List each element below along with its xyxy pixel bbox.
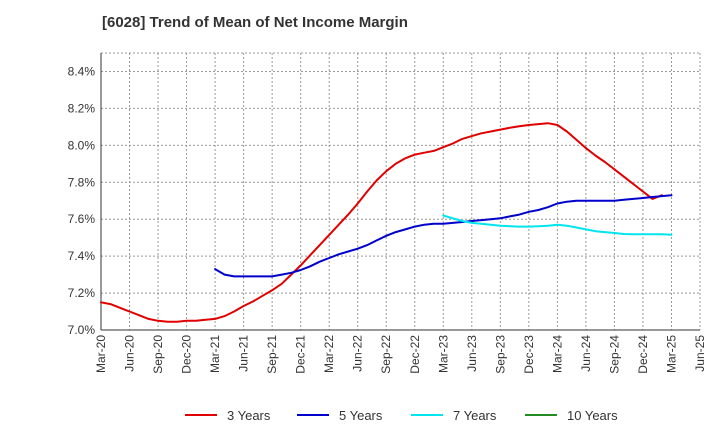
x-tick-label: Sep-22 — [379, 335, 393, 374]
y-tick-label: 7.2% — [68, 286, 96, 300]
y-tick-label: 8.0% — [68, 138, 96, 152]
legend: 3 Years 5 Years 7 Years 10 Years — [0, 404, 720, 426]
legend-label: 5 Years — [339, 407, 383, 423]
x-tick-label: Mar-21 — [208, 335, 222, 373]
legend-label: 10 Years — [567, 407, 618, 423]
x-tick-label: Mar-22 — [322, 335, 336, 373]
plot-area — [101, 53, 700, 330]
x-tick-label: Jun-25 — [693, 335, 707, 372]
legend-swatch — [185, 414, 217, 416]
x-tick-label: Jun-22 — [351, 335, 365, 372]
y-tick-label: 8.4% — [68, 64, 96, 78]
chart-title: [6028] Trend of Mean of Net Income Margi… — [102, 14, 408, 31]
legend-swatch — [411, 414, 443, 416]
series-line-3-years — [100, 122, 663, 323]
y-tick-label: 7.8% — [68, 175, 96, 189]
x-tick-label: Jun-23 — [465, 335, 479, 372]
series-line-7-years — [442, 214, 673, 236]
line-chart: 7.0% 7.2% 7.4% 7.6% 7.8% 8.0% 8.2% 8.4% Mar-20 Ju… — [68, 52, 707, 374]
legend-item: 5 Years — [297, 404, 382, 426]
legend-item: 7 Years — [411, 404, 496, 426]
y-tick-label: 7.6% — [68, 212, 96, 226]
x-tick-label: Jun-20 — [123, 335, 137, 372]
legend-label: 7 Years — [453, 407, 497, 423]
y-tick-label: 7.4% — [68, 249, 96, 263]
x-tick-label: Mar-25 — [664, 335, 678, 373]
x-tick-label: Mar-24 — [550, 335, 564, 373]
x-tick-label: Jun-21 — [237, 335, 251, 372]
x-tick-label: Dec-23 — [522, 335, 536, 374]
y-tick-label: 8.2% — [68, 101, 96, 115]
legend-label: 3 Years — [227, 407, 271, 423]
legend-item: 10 Years — [525, 404, 618, 426]
x-tick-label: Dec-20 — [180, 335, 194, 374]
legend-swatch — [297, 414, 329, 416]
x-tick-label: Sep-21 — [265, 335, 279, 374]
x-tick-label: Sep-24 — [607, 335, 621, 374]
x-tick-label: Sep-20 — [151, 335, 165, 374]
x-tick-label: Mar-23 — [436, 335, 450, 373]
x-tick-label: Mar-20 — [94, 335, 108, 373]
x-tick-label: Dec-22 — [408, 335, 422, 374]
y-tick-label: 7.0% — [68, 323, 96, 337]
legend-swatch — [525, 414, 557, 416]
x-tick-label: Jun-24 — [579, 335, 593, 372]
legend-item: 3 Years — [185, 404, 270, 426]
series-line-5-years — [214, 194, 673, 278]
x-tick-label: Dec-21 — [294, 335, 308, 374]
x-tick-label: Dec-24 — [636, 335, 650, 374]
x-tick-label: Sep-23 — [493, 335, 507, 374]
